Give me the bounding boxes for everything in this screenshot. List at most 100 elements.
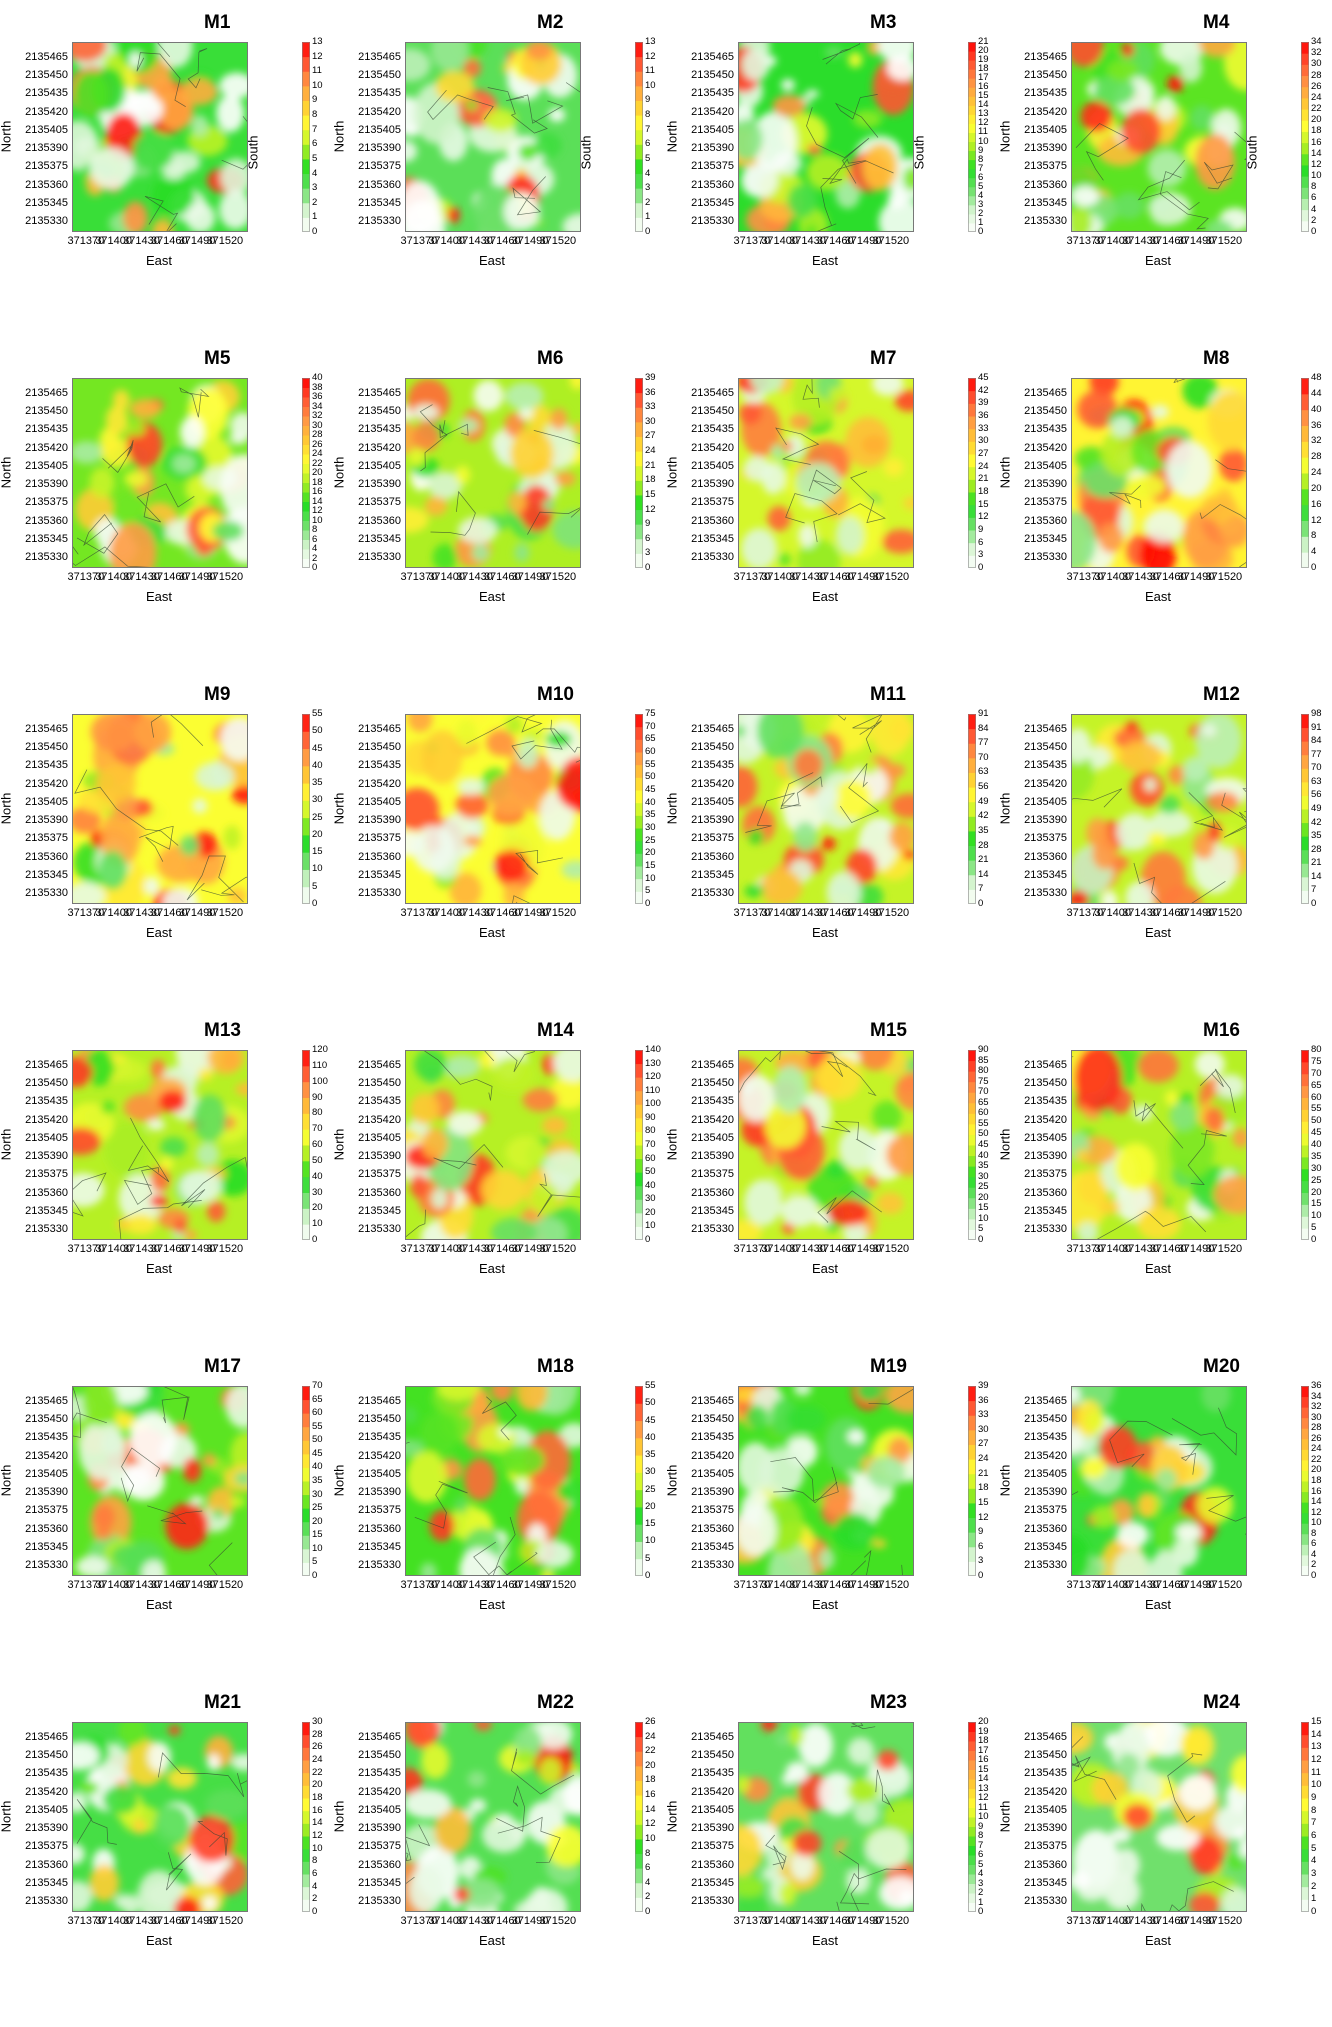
colorbar-tick-label: 35: [645, 1449, 656, 1461]
colorbar-tick-label: 14: [978, 1773, 989, 1784]
heatmap-blob: [72, 1843, 85, 1865]
colorbar-tick-label: 10: [312, 514, 323, 526]
colorbar-tick-label: 40: [312, 759, 323, 771]
panel-title: M22: [537, 1692, 574, 1713]
colorbar-tick-label: 28: [1311, 451, 1322, 463]
heatmap-blob: [786, 1405, 826, 1433]
colorbar-tick-label: 0: [1311, 1906, 1317, 1917]
heatmap-blob: [219, 72, 248, 99]
heatmap-blob: [102, 1785, 139, 1815]
colorbar-tick-label: 17: [978, 1744, 989, 1756]
colorbar-segment: [302, 1760, 310, 1774]
heatmap-blob: [465, 100, 479, 110]
colorbar-segment: [635, 1090, 643, 1105]
heatmap-blob: [463, 58, 482, 78]
heatmap-blob: [198, 1067, 213, 1081]
contour-line: [161, 1386, 190, 1424]
heatmap-blob: [1116, 1522, 1149, 1548]
contour-line: [1109, 1420, 1173, 1467]
colorbar-tick-label: 42: [978, 384, 989, 396]
colorbar-segment: [302, 158, 310, 175]
y-tick-label: 2135345: [1024, 868, 1067, 881]
heatmap-blob: [548, 108, 566, 122]
y-tick-label: 2135465: [691, 50, 734, 63]
colorbar-segment: [635, 1506, 643, 1525]
y-tick-label: 2135360: [1024, 1522, 1067, 1535]
colorbar-tick-label: 45: [645, 1414, 656, 1426]
heatmap-blob: [902, 850, 914, 861]
y-tick-label: 2135360: [358, 850, 401, 863]
colorbar-tick-label: 0: [312, 1906, 318, 1917]
colorbar-tick-label: 0: [978, 898, 984, 909]
colorbar-tick-label: 8: [312, 109, 318, 121]
heatmap-blob: [1080, 1457, 1107, 1479]
colorbar-tick-label: 1: [645, 211, 651, 223]
heatmap-blob: [525, 42, 553, 60]
colorbar-segment: [635, 1558, 643, 1576]
colorbar-tick-label: 7: [1311, 1817, 1317, 1829]
heatmap-blob: [738, 402, 762, 425]
colorbar-segment: [1301, 1168, 1309, 1182]
colorbar-segment: [302, 71, 310, 87]
colorbar-tick-label: 39: [978, 397, 989, 409]
contour-line: [1109, 485, 1142, 509]
y-tick-label: 2135330: [691, 551, 734, 564]
colorbar-tick-label: 10: [978, 1811, 989, 1822]
colorbar-tick-label: 24: [1311, 1443, 1322, 1455]
colorbar-tick-label: 27: [645, 430, 656, 442]
heatmap-blob: [793, 748, 823, 781]
y-tick-label: 2135450: [1024, 1749, 1067, 1762]
x-axis-title: East: [146, 589, 173, 604]
heatmap-blob: [1150, 1436, 1167, 1450]
colorbar-segment: [302, 1224, 310, 1240]
colorbar-segment: [1301, 131, 1309, 144]
x-tick-label: 371370: [733, 1579, 771, 1591]
heatmap-blob: [172, 454, 196, 474]
colorbar: [302, 378, 310, 568]
colorbar-segment: [968, 213, 976, 224]
y-tick-label: 2135330: [691, 215, 734, 228]
colorbar-tick-label: 75: [978, 1075, 989, 1087]
colorbar-segment: [635, 1824, 643, 1840]
colorbar-tick-label: 120: [645, 1071, 661, 1083]
heatmap-blob: [434, 1806, 471, 1854]
y-tick-label: 2135465: [25, 386, 68, 399]
colorbar-tick-label: 12: [312, 505, 323, 516]
heatmap-blob: [1182, 756, 1209, 782]
heatmap-blob: [866, 1456, 906, 1490]
heatmap-blob: [741, 528, 778, 568]
colorbar-tick-label: 0: [978, 1906, 984, 1917]
x-tick-label: 371460: [483, 571, 521, 583]
colorbar-tick-label: 30: [1311, 58, 1322, 70]
colorbar-tick-label: 34: [312, 400, 323, 412]
x-tick-label: 371520: [872, 907, 910, 919]
y-tick-label: 2135450: [358, 741, 401, 754]
heatmap-blob: [842, 1222, 868, 1240]
heatmap-blob: [231, 1753, 248, 1771]
y-tick-label: 2135405: [1024, 123, 1067, 136]
heatmap-blob: [223, 825, 241, 850]
colorbar-segment: [1301, 1523, 1309, 1535]
colorbar-segment: [302, 129, 310, 145]
contour-line: [817, 1190, 883, 1223]
heatmap-blob: [129, 1412, 177, 1467]
colorbar-segment: [302, 1494, 310, 1509]
colorbar-segment: [968, 1400, 976, 1416]
colorbar-tick-label: 55: [1311, 1103, 1322, 1115]
heatmap-blob: [490, 1217, 538, 1240]
y-tick-label: 2135345: [358, 196, 401, 209]
heatmap-blob: [1077, 390, 1118, 429]
y-tick-label: 2135420: [691, 105, 734, 118]
heatmap-blob: [772, 95, 806, 117]
y-tick-label: 2135435: [1024, 1767, 1067, 1780]
x-tick-label: 371460: [1149, 907, 1187, 919]
heatmap-blob: [876, 1750, 899, 1771]
heatmap-blob: [1219, 513, 1247, 548]
colorbar-segment: [1301, 863, 1309, 878]
colorbar-tick-label: 25: [645, 834, 656, 846]
contour-panel-m13: M13 2135465 2135450 2135435 2135420 2135405 21…: [0, 1014, 337, 1350]
x-tick-label: 371490: [844, 571, 882, 583]
colorbar-segment: [635, 815, 643, 829]
x-tick-label: 371400: [1094, 1243, 1132, 1255]
colorbar-tick-label: 18: [645, 474, 656, 486]
